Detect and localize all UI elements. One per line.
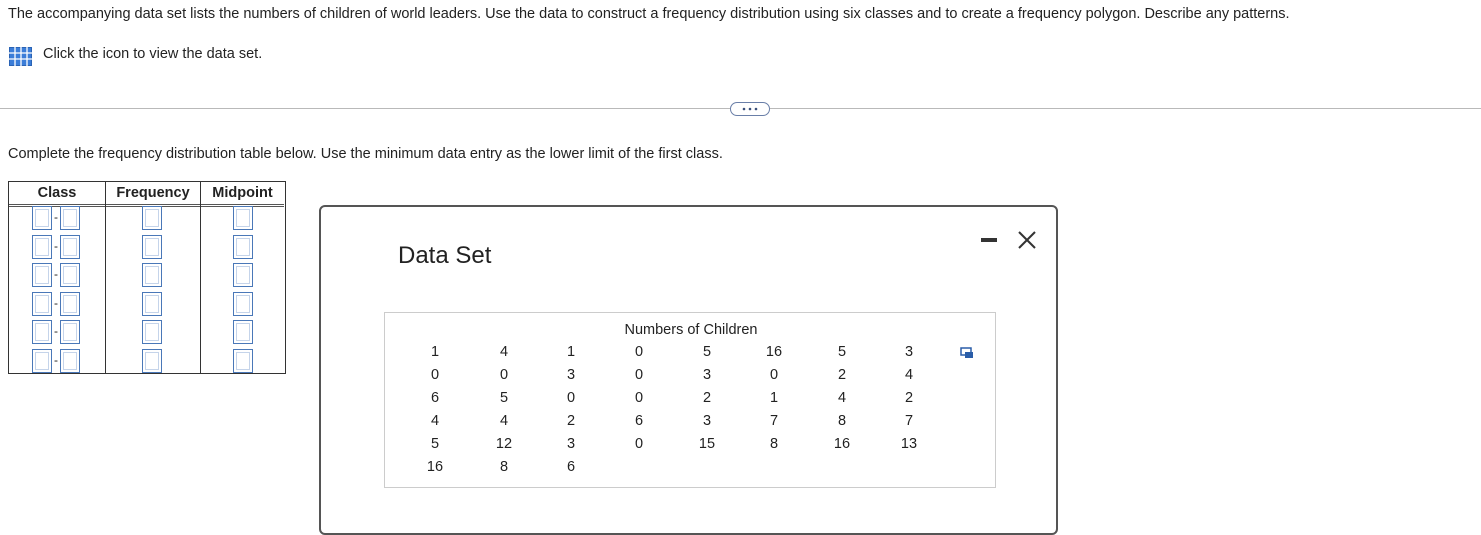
data-set-icon[interactable] bbox=[9, 47, 32, 66]
data-cell: 7 bbox=[904, 413, 914, 429]
data-cell: 1 bbox=[566, 344, 576, 360]
class-lower-input[interactable] bbox=[32, 320, 52, 344]
frequency-input[interactable] bbox=[142, 234, 162, 259]
page-body: The accompanying data set lists the numb… bbox=[0, 6, 1481, 535]
class-upper-input[interactable] bbox=[60, 234, 80, 259]
class-lower-input[interactable] bbox=[32, 348, 52, 373]
question-text: The accompanying data set lists the numb… bbox=[8, 6, 1290, 22]
data-cell: 12 bbox=[495, 436, 513, 452]
data-cell: 0 bbox=[499, 367, 509, 383]
data-cell: 0 bbox=[769, 367, 779, 383]
data-cell: 8 bbox=[769, 436, 779, 452]
page: {"question": {"text": "The accompanying … bbox=[0, 6, 1481, 535]
column-header: Frequency bbox=[106, 182, 200, 207]
data-cell: 5 bbox=[702, 344, 712, 360]
data-cell: 0 bbox=[634, 436, 644, 452]
instruction: Complete the frequency distribution tabl… bbox=[8, 146, 723, 162]
table-column bbox=[106, 182, 201, 373]
midpoint-input[interactable] bbox=[233, 320, 253, 344]
data-table: Numbers of Children 1 4 1 0 5 16 5 3 0 0 3 0 3 0 2 4 6 5 0… bbox=[384, 312, 996, 488]
data-cell: 5 bbox=[837, 344, 847, 360]
data-cell: 16 bbox=[833, 436, 851, 452]
class-dash: - bbox=[54, 238, 58, 253]
data-cell: 13 bbox=[900, 436, 918, 452]
frequency-table: Class Frequency Midpoint - - - - - - bbox=[8, 181, 286, 374]
frequency-input[interactable] bbox=[142, 206, 162, 230]
data-cell: 5 bbox=[430, 436, 440, 452]
data-cell: 3 bbox=[566, 436, 576, 452]
data-cell: 0 bbox=[634, 367, 644, 383]
data-cell: 0 bbox=[634, 344, 644, 360]
data-cell: 8 bbox=[499, 459, 509, 475]
class-lower-input[interactable] bbox=[32, 263, 52, 287]
midpoint-input[interactable] bbox=[233, 348, 253, 373]
dialog-title: Data Set bbox=[398, 242, 492, 269]
data-cell: 3 bbox=[702, 367, 712, 383]
data-cell: 3 bbox=[702, 413, 712, 429]
data-cell: 0 bbox=[566, 390, 576, 406]
frequency-input[interactable] bbox=[142, 291, 162, 316]
data-cell: 0 bbox=[634, 390, 644, 406]
data-cell: 4 bbox=[430, 413, 440, 429]
data-cell: 6 bbox=[634, 413, 644, 429]
data-cell: 16 bbox=[426, 459, 444, 475]
data-cell: 3 bbox=[566, 367, 576, 383]
class-lower-input[interactable] bbox=[32, 234, 52, 259]
data-cell: 4 bbox=[499, 413, 509, 429]
data-set-link[interactable]: Click the icon to view the data set. bbox=[43, 46, 263, 62]
midpoint-input[interactable] bbox=[233, 206, 253, 230]
midpoint-input[interactable] bbox=[233, 263, 253, 287]
data-cell: 1 bbox=[769, 390, 779, 406]
class-dash: - bbox=[54, 210, 58, 224]
data-cell: 0 bbox=[430, 367, 440, 383]
frequency-input[interactable] bbox=[142, 348, 162, 373]
data-cell: 15 bbox=[698, 436, 716, 452]
class-dash: - bbox=[54, 295, 58, 310]
expand-button[interactable] bbox=[730, 102, 770, 116]
column-header: Class bbox=[9, 182, 105, 207]
data-cell: 6 bbox=[430, 390, 440, 406]
data-cell: 2 bbox=[702, 390, 712, 406]
data-set-dialog: Data Set Numbers of Children 1 4 1 0 5 16 5 3 0 0… bbox=[319, 205, 1058, 535]
window-controls bbox=[981, 231, 1036, 249]
midpoint-input[interactable] bbox=[233, 291, 253, 316]
close-button[interactable] bbox=[1018, 231, 1036, 249]
frequency-input[interactable] bbox=[142, 263, 162, 287]
midpoint-input[interactable] bbox=[233, 234, 253, 259]
data-cell: 4 bbox=[904, 367, 914, 383]
column-header: Midpoint bbox=[201, 182, 284, 207]
data-cell: 6 bbox=[566, 459, 576, 475]
class-dash: - bbox=[54, 324, 58, 338]
data-cell: 2 bbox=[904, 390, 914, 406]
class-lower-input[interactable] bbox=[32, 206, 52, 230]
data-cell: 3 bbox=[904, 344, 914, 360]
data-cell: 8 bbox=[837, 413, 847, 429]
class-dash: - bbox=[54, 267, 58, 281]
frequency-input[interactable] bbox=[142, 320, 162, 344]
class-upper-input[interactable] bbox=[60, 320, 80, 344]
class-upper-input[interactable] bbox=[60, 263, 80, 287]
table-caption: Numbers of Children bbox=[624, 322, 758, 338]
data-cell: 4 bbox=[499, 344, 509, 360]
data-cell: 2 bbox=[837, 367, 847, 383]
class-upper-input[interactable] bbox=[60, 348, 80, 373]
data-cell: 1 bbox=[430, 344, 440, 360]
class-upper-input[interactable] bbox=[60, 206, 80, 230]
data-cell: 4 bbox=[837, 390, 847, 406]
data-cell: 2 bbox=[566, 413, 576, 429]
copy-icon[interactable] bbox=[960, 347, 974, 359]
data-cell: 16 bbox=[765, 344, 783, 360]
data-cell: 7 bbox=[769, 413, 779, 429]
minimize-button[interactable] bbox=[981, 238, 997, 242]
class-lower-input[interactable] bbox=[32, 291, 52, 316]
data-cell: 5 bbox=[499, 390, 509, 406]
class-upper-input[interactable] bbox=[60, 291, 80, 316]
class-dash: - bbox=[54, 352, 58, 367]
table-column bbox=[9, 182, 106, 373]
